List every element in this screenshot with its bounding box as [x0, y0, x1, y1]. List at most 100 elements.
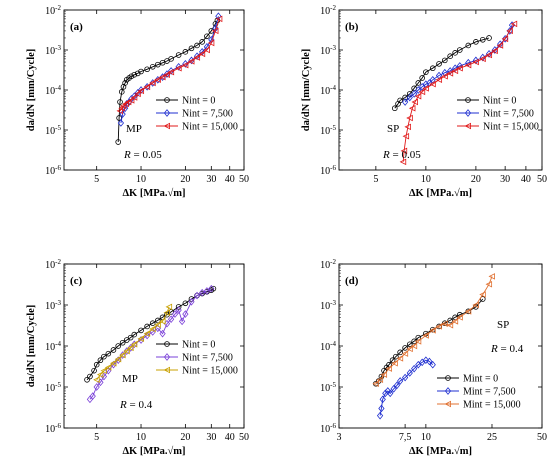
data-point — [452, 64, 459, 73]
data-point — [479, 55, 486, 63]
y-tick-label: 10-5 — [320, 124, 336, 137]
data-point — [402, 345, 408, 351]
legend-marker — [464, 122, 472, 130]
data-point — [429, 65, 436, 72]
data-point — [408, 104, 416, 112]
data-point — [171, 310, 179, 318]
data-point — [159, 318, 166, 325]
series-3 — [93, 303, 173, 384]
data-point — [391, 105, 398, 112]
annotation: MP — [126, 123, 142, 135]
panel-b: 10-6 10-5 10-4 10-3 10-2 5 10 20 30 40 50 ΔK [MPa.√… — [301, 4, 547, 199]
data-point — [479, 36, 486, 43]
data-point — [387, 389, 394, 398]
data-point — [414, 92, 422, 100]
data-point — [84, 376, 90, 383]
data-point — [118, 104, 125, 112]
y-tick-label: 10-5 — [320, 381, 336, 394]
data-point — [376, 411, 384, 420]
data-point — [109, 359, 117, 367]
series-3 — [399, 20, 518, 166]
data-point — [406, 341, 413, 348]
data-point — [119, 102, 127, 110]
data-point — [401, 350, 409, 357]
data-point — [168, 56, 174, 62]
annotation: R = 0.05 — [123, 149, 162, 161]
y-tick-label: 10-4 — [320, 84, 336, 97]
data-point — [510, 20, 518, 28]
data-point — [178, 317, 186, 326]
y-tick-label: 10-4 — [45, 84, 61, 97]
data-point — [419, 82, 426, 91]
data-point — [117, 119, 125, 127]
y-tick-label: 10-4 — [45, 340, 61, 353]
x-tick-label: 10 — [136, 174, 146, 185]
panel-c: 10-6 10-5 10-4 10-3 10-2 5 10 20 30 40 50 ΔK [MPa.√… — [26, 258, 249, 457]
data-point — [446, 70, 454, 77]
data-point — [143, 330, 151, 337]
data-point — [451, 67, 459, 75]
data-point — [456, 314, 463, 321]
data-point — [429, 80, 436, 88]
x-tick-label: 5 — [94, 432, 99, 443]
data-point — [390, 385, 397, 393]
data-point — [97, 357, 104, 364]
data-point — [97, 378, 104, 387]
data-point — [414, 338, 422, 345]
data-point — [182, 310, 189, 318]
data-point — [393, 353, 399, 360]
data-point — [175, 304, 182, 310]
data-point — [401, 98, 409, 106]
data-point — [485, 281, 493, 288]
y-tick-label: 10-3 — [320, 299, 336, 312]
series-2 — [401, 21, 516, 106]
legend-label: Nint = 7,500 — [182, 353, 233, 364]
legend-marker — [164, 341, 170, 347]
data-point — [399, 158, 407, 166]
data-point — [110, 347, 117, 353]
data-point — [175, 306, 182, 314]
x-tick-label: 10 — [421, 174, 431, 185]
data-point — [472, 301, 479, 309]
y-tick-label: 10-6 — [320, 164, 336, 177]
y-tick-label: 10-6 — [45, 164, 61, 177]
data-point — [464, 308, 472, 315]
data-point — [93, 383, 100, 391]
y-tick-label: 10-3 — [320, 44, 336, 57]
y-axis-label: da/dN [mm/Cycle] — [26, 49, 37, 132]
data-point — [506, 27, 513, 35]
data-point — [465, 42, 472, 49]
data-point — [204, 33, 210, 40]
data-point — [488, 273, 495, 280]
legend-marker — [445, 375, 451, 381]
plot-frame — [63, 9, 245, 171]
data-point — [406, 114, 413, 122]
data-point — [473, 39, 479, 45]
data-point — [155, 317, 161, 324]
data-point — [194, 42, 200, 49]
annotation: R = 0.05 — [382, 149, 421, 161]
data-point — [397, 349, 403, 356]
legend-marker — [163, 122, 171, 130]
data-point — [122, 80, 128, 86]
x-tick-label: 20 — [471, 174, 481, 185]
data-point — [198, 50, 206, 58]
data-point — [464, 61, 472, 69]
annotation: R = 0.4 — [119, 399, 153, 411]
data-point — [396, 355, 404, 362]
data-point — [188, 45, 195, 52]
data-point — [446, 322, 454, 329]
data-point — [167, 315, 175, 324]
data-point — [418, 88, 426, 96]
data-point — [149, 79, 156, 87]
data-point — [423, 69, 429, 75]
data-point — [472, 58, 479, 66]
legend-marker — [163, 109, 171, 117]
data-point — [215, 15, 223, 23]
x-tick-label: 50 — [239, 432, 249, 443]
data-point — [419, 75, 425, 81]
y-tick-label: 10-4 — [320, 340, 336, 353]
data-point — [385, 365, 393, 372]
legend-marker — [444, 400, 452, 408]
panel-a: 10-6 10-5 10-4 10-3 10-2 5 10 20 30 40 50 ΔK [MPa.√… — [26, 4, 249, 199]
